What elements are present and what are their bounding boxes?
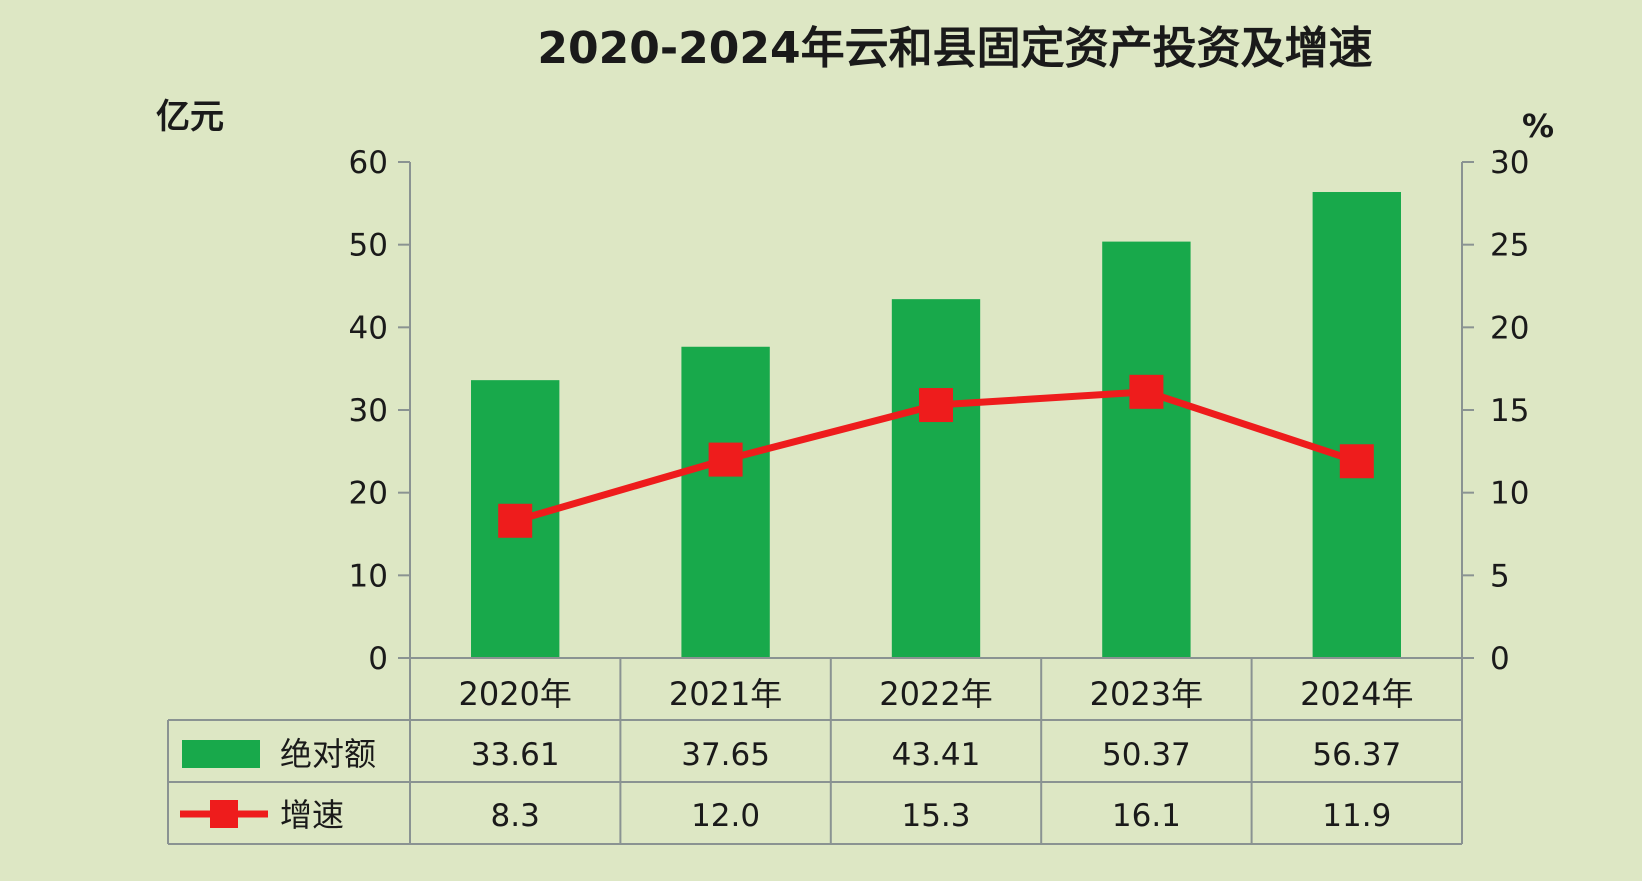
left-tick-label: 40 (349, 310, 388, 346)
left-tick-label: 20 (349, 476, 388, 512)
growth-value-label: 16.1 (1112, 798, 1181, 834)
bar-value-label: 33.61 (471, 737, 560, 773)
left-tick-label: 60 (349, 145, 388, 181)
bar-legend-swatch (182, 740, 260, 768)
growth-value-label: 8.3 (491, 798, 540, 834)
line-legend-label: 增速 (280, 796, 344, 834)
bar-value-label: 56.37 (1312, 737, 1401, 773)
left-tick-label: 10 (349, 558, 388, 594)
left-tick-label: 30 (349, 393, 388, 429)
left-tick-label: 0 (368, 641, 388, 677)
right-tick-label: 15 (1490, 393, 1529, 429)
right-axis-unit: % (1522, 107, 1554, 145)
x-tick-label: 2020年 (458, 675, 571, 713)
growth-point (708, 442, 743, 477)
growth-point (498, 503, 533, 538)
bar (1102, 241, 1191, 658)
x-tick-label: 2024年 (1300, 675, 1413, 713)
right-tick-label: 25 (1490, 228, 1529, 264)
left-tick-label: 50 (349, 228, 388, 264)
bar-value-label: 50.37 (1102, 737, 1191, 773)
chart-title: 2020-2024年云和县固定资产投资及增速 (537, 23, 1372, 74)
bar-value-label: 37.65 (681, 737, 770, 773)
bar-value-label: 43.41 (892, 737, 981, 773)
bar (1312, 192, 1401, 658)
growth-value-label: 11.9 (1322, 798, 1391, 834)
bar (681, 346, 770, 658)
growth-point (919, 388, 953, 423)
bar (891, 299, 981, 658)
growth-value-label: 15.3 (901, 798, 970, 834)
x-tick-label: 2021年 (669, 675, 782, 713)
x-tick-label: 2023年 (1090, 675, 1203, 713)
right-tick-label: 30 (1490, 145, 1529, 181)
growth-value-label: 12.0 (691, 798, 760, 834)
right-tick-label: 5 (1490, 558, 1510, 594)
x-tick-label: 2022年 (879, 675, 992, 713)
left-axis-unit: 亿元 (156, 97, 224, 137)
line-legend-marker (210, 800, 238, 828)
growth-point (1129, 374, 1164, 409)
bar-legend-label: 绝对额 (280, 735, 376, 773)
right-tick-label: 20 (1490, 310, 1529, 346)
growth-point (1339, 444, 1374, 479)
right-tick-label: 0 (1490, 641, 1510, 677)
right-tick-label: 10 (1490, 476, 1529, 512)
